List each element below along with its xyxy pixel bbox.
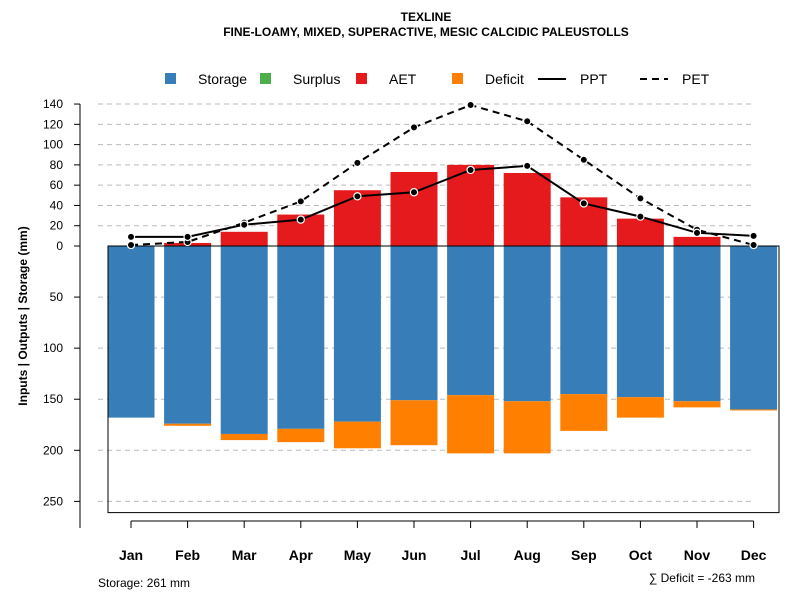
deficit-bar — [220, 433, 268, 441]
aet-legend-swatch — [356, 73, 367, 84]
y-tick-label: 50 — [50, 290, 64, 304]
y-tick-label: 100 — [43, 341, 63, 355]
deficit-legend-label: Deficit — [485, 71, 524, 87]
storage-legend-swatch — [165, 73, 176, 84]
deficit-bar — [730, 409, 778, 411]
deficit-bar — [277, 428, 325, 443]
y-tick-label: 80 — [50, 158, 64, 172]
surplus-legend-swatch — [260, 73, 271, 84]
deficit-legend-swatch — [452, 73, 463, 84]
deficit-bar — [673, 401, 721, 408]
x-axis: Jan Feb Mar Apr May Jun Jul Aug Sep Oct Nov Dec — [119, 520, 767, 563]
x-tick-label: Mar — [232, 547, 257, 563]
x-tick-label: May — [344, 547, 371, 563]
y-axis-label: Inputs | Outputs | Storage (mm) — [16, 226, 30, 405]
deficit-bar — [503, 401, 551, 454]
ppt-point — [749, 231, 758, 241]
aet-bar — [616, 218, 664, 246]
ppt-point — [409, 188, 419, 197]
pet-point — [296, 197, 305, 206]
pet-point — [409, 123, 419, 132]
deficit-bar — [560, 394, 608, 431]
storage-bar — [560, 246, 608, 395]
x-tick-label: Jul — [460, 547, 480, 563]
y-tick-label: 20 — [50, 219, 64, 233]
aet-bar — [503, 172, 551, 246]
deficit-bar — [164, 423, 212, 426]
storage-bar — [616, 246, 664, 398]
ppt-point — [239, 220, 249, 229]
y-tick-label: 120 — [43, 117, 63, 131]
chart-subtitle: FINE-LOAMY, MIXED, SUPERACTIVE, MESIC CA… — [223, 25, 629, 39]
aet-bar — [447, 164, 495, 246]
storage-bar — [673, 246, 721, 402]
x-tick-label: Feb — [175, 547, 200, 563]
ppt-point — [353, 192, 362, 201]
storage-bar — [503, 246, 551, 402]
surplus-legend-label: Surplus — [293, 71, 340, 87]
x-tick-label: Jun — [402, 547, 427, 563]
storage-bar — [277, 246, 325, 429]
pet-point — [636, 194, 645, 203]
aet-bar — [673, 236, 721, 246]
storage-bar — [220, 246, 268, 434]
legend: Storage Surplus AET Deficit PPT PET — [165, 71, 710, 87]
x-tick-label: Nov — [684, 547, 711, 563]
ppt-point — [523, 161, 532, 171]
storage-note: Storage: 261 mm — [98, 576, 190, 590]
storage-bar — [390, 246, 438, 401]
chart-title: TEXLINE — [401, 10, 452, 24]
storage-legend-label: Storage — [198, 71, 247, 87]
x-tick-label: Apr — [289, 547, 314, 563]
ppt-line — [131, 164, 754, 238]
pet-point — [353, 158, 362, 168]
aet-legend-label: AET — [389, 71, 417, 87]
x-tick-label: Aug — [514, 547, 541, 563]
y-tick-label: 60 — [50, 178, 64, 192]
aet-bar — [220, 231, 268, 246]
pet-point — [126, 240, 136, 250]
ppt-legend-label: PPT — [580, 71, 608, 87]
aet-bar — [390, 171, 438, 246]
pet-point — [523, 117, 532, 126]
y-tick-label: 100 — [43, 138, 63, 152]
x-tick-label: Dec — [741, 547, 767, 563]
bars — [107, 164, 778, 454]
pet-point — [749, 240, 758, 250]
ppt-point — [183, 232, 192, 242]
deficit-bar — [333, 421, 381, 449]
x-tick-label: Oct — [629, 547, 653, 563]
pet-line — [130, 103, 754, 246]
pet-point — [579, 155, 589, 165]
y-tick-label: 0 — [56, 239, 63, 253]
ppt-point — [296, 215, 305, 224]
y-tick-label: 40 — [50, 198, 64, 212]
storage-bar — [447, 246, 495, 396]
storage-bar — [333, 246, 381, 422]
y-tick-label: 140 — [43, 97, 63, 111]
pet-point — [466, 100, 475, 110]
deficit-bar — [616, 397, 664, 418]
pet-legend-label: PET — [682, 71, 710, 87]
ppt-point — [579, 199, 589, 208]
y-tick-label: 200 — [43, 443, 63, 457]
ppt-point — [692, 228, 702, 238]
x-tick-label: Sep — [571, 547, 597, 563]
deficit-bar — [390, 400, 438, 446]
y-tick-label: 250 — [43, 494, 63, 508]
ppt-point — [636, 212, 645, 221]
storage-bar — [164, 246, 212, 424]
storage-bar — [107, 246, 155, 418]
deficit-note: ∑ Deficit = -263 mm — [649, 571, 755, 585]
ppt-point — [466, 165, 475, 175]
x-tick-label: Jan — [119, 547, 143, 563]
series-lines — [126, 100, 758, 250]
y-axis: 0 20 40 60 80 100 120 140 50 100 150 200 250 — [43, 97, 81, 528]
ppt-point — [126, 232, 136, 242]
y-tick-label: 150 — [43, 392, 63, 406]
deficit-bar — [447, 395, 495, 454]
storage-bar — [730, 246, 778, 410]
